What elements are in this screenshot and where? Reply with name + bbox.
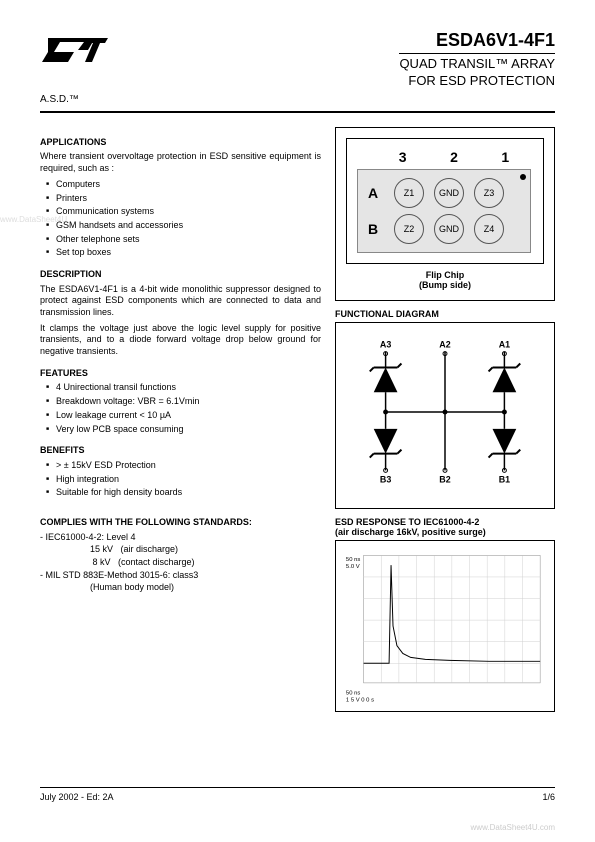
description-title: DESCRIPTION	[40, 269, 321, 281]
label-a3: A3	[380, 339, 391, 349]
body: APPLICATIONS Where transient overvoltage…	[40, 127, 555, 720]
subtitle-line2: FOR ESD PROTECTION	[399, 73, 555, 90]
caption-line2: (Bump side)	[419, 280, 471, 290]
features-title: FEATURES	[40, 368, 321, 380]
esd-title-l2: (air discharge 16kV, positive surge)	[335, 527, 486, 537]
pad: Z1	[394, 178, 424, 208]
esd-title: ESD RESPONSE TO IEC61000-4-2 (air discha…	[335, 517, 555, 537]
description-p2: It clamps the voltage just above the log…	[40, 323, 321, 358]
label-b2: B2	[439, 474, 450, 484]
list-item: GSM handsets and accessories	[46, 220, 321, 232]
graph-label-tl2: 5.0 V	[346, 564, 360, 570]
graph-label-bl: 50 ns	[346, 690, 360, 696]
standards-rows: - IEC61000-4-2: Level 4 15 kV (air disch…	[40, 532, 321, 594]
st-logo-icon	[40, 30, 110, 70]
chip-row: A Z1 GND Z3	[368, 178, 520, 208]
benefits-title: BENEFITS	[40, 445, 321, 457]
functional-svg: A3 A2 A1	[346, 337, 544, 487]
caption-line1: Flip Chip	[426, 270, 465, 280]
list-item: Other telephone sets	[46, 234, 321, 246]
list-item: Very low PCB space consuming	[46, 424, 321, 436]
left-column: APPLICATIONS Where transient overvoltage…	[40, 127, 321, 720]
label-b1: B1	[499, 474, 510, 484]
list-item: 4 Unirectional transil functions	[46, 382, 321, 394]
standards-row: 8 kV (contact discharge)	[40, 557, 321, 569]
chip-row: B Z2 GND Z4	[368, 214, 520, 244]
flip-chip-inner: A Z1 GND Z3 B Z2 GND Z4	[357, 169, 531, 253]
subtitle-line1: QUAD TRANSIL™ ARRAY	[399, 56, 555, 73]
header-row: ESDA6V1-4F1 QUAD TRANSIL™ ARRAY FOR ESD …	[40, 30, 555, 90]
header: ESDA6V1-4F1 QUAD TRANSIL™ ARRAY FOR ESD …	[40, 30, 555, 113]
functional-title: FUNCTIONAL DIAGRAM	[335, 309, 555, 319]
functional-diagram: A3 A2 A1	[336, 323, 554, 508]
applications-list: Computers PrintersCommunication systems GS…	[40, 179, 321, 259]
col-label: 1	[501, 149, 509, 165]
pad: GND	[434, 214, 464, 244]
label-b3: B3	[380, 474, 391, 484]
list-item: Low leakage current < 10 µA	[46, 410, 321, 422]
list-item: Printers	[46, 193, 321, 205]
right-column: 3 2 1 A Z1 GND Z3 B Z2 GND Z4 Flip Chip (Bump sid…	[335, 127, 555, 720]
list-item: High integration	[46, 474, 321, 486]
standards-row: (Human body model)	[40, 582, 321, 594]
benefits-list: > ± 15kV ESD Protection High integrationS…	[40, 460, 321, 499]
esd-title-l1: ESD RESPONSE TO IEC61000-4-2	[335, 517, 479, 527]
standards-row: - MIL STD 883E-Method 3015-6: class3	[40, 570, 321, 582]
col-label: 3	[399, 149, 407, 165]
tvs-bot-right	[489, 412, 521, 470]
standards-row: 15 kV (air discharge)	[40, 544, 321, 556]
list-item: > ± 15kV ESD Protection	[46, 460, 321, 472]
pad: Z4	[474, 214, 504, 244]
chip-outer: 3 2 1 A Z1 GND Z3 B Z2 GND Z4	[346, 138, 544, 264]
pad: GND	[434, 178, 464, 208]
tvs-top-right	[489, 363, 521, 412]
applications-title: APPLICATIONS	[40, 137, 321, 149]
flip-chip-caption: Flip Chip (Bump side)	[346, 270, 544, 290]
standards-title: COMPLIES WITH THE FOLLOWING STANDARDS:	[40, 517, 321, 529]
esd-svg: 50 ns 5.0 V 50 ns 1 5 V 0 0 s	[342, 547, 548, 705]
standards-row: - IEC61000-4-2: Level 4	[40, 532, 321, 544]
asd-trademark: A.S.D.™	[40, 94, 555, 105]
tvs-top-left	[370, 363, 402, 412]
tvs-bot-left	[370, 412, 402, 470]
watermark-bottom: www.DataSheet4U.com	[471, 823, 555, 832]
flip-chip-cols: 3 2 1	[357, 149, 531, 165]
esd-figure: 50 ns 5.0 V 50 ns 1 5 V 0 0 s	[335, 540, 555, 712]
flip-chip: 3 2 1 A Z1 GND Z3 B Z2 GND Z4 Flip Chip (Bump sid…	[336, 128, 554, 300]
list-item: Breakdown voltage: VBR = 6.1Vmin	[46, 396, 321, 408]
graph-label-bl2: 1 5 V 0 0 s	[346, 697, 374, 703]
pad: Z2	[394, 214, 424, 244]
list-item: Suitable for high density boards	[46, 487, 321, 499]
applications-intro: Where transient overvoltage protection i…	[40, 151, 321, 174]
list-item: Computers	[46, 179, 321, 191]
list-item: Communication systems	[46, 206, 321, 218]
footer-date: July 2002 - Ed: 2A	[40, 792, 114, 802]
list-item: Set top boxes	[46, 247, 321, 259]
pad: Z3	[474, 178, 504, 208]
footer-page: 1/6	[542, 792, 555, 802]
page: www.DataSheet4U ESDA6V1-4F1 QUAD TRANSIL…	[0, 0, 595, 740]
pin1-dot-icon	[520, 174, 526, 180]
graph-label-tl: 50 ns	[346, 557, 360, 563]
col-label: 2	[450, 149, 458, 165]
esd-graph: 50 ns 5.0 V 50 ns 1 5 V 0 0 s	[336, 541, 554, 711]
features-list: 4 Unirectional transil functions Breakdow…	[40, 382, 321, 435]
functional-figure: A3 A2 A1	[335, 322, 555, 509]
label-a2: A2	[439, 339, 450, 349]
row-label: A	[368, 185, 384, 201]
title-block: ESDA6V1-4F1 QUAD TRANSIL™ ARRAY FOR ESD …	[399, 30, 555, 90]
footer: July 2002 - Ed: 2A 1/6	[40, 787, 555, 802]
flip-chip-figure: 3 2 1 A Z1 GND Z3 B Z2 GND Z4 Flip Chip (Bump sid…	[335, 127, 555, 301]
label-a1: A1	[499, 339, 510, 349]
part-number: ESDA6V1-4F1	[399, 30, 555, 54]
description-p1: The ESDA6V1-4F1 is a 4-bit wide monolith…	[40, 284, 321, 319]
row-label: B	[368, 221, 384, 237]
